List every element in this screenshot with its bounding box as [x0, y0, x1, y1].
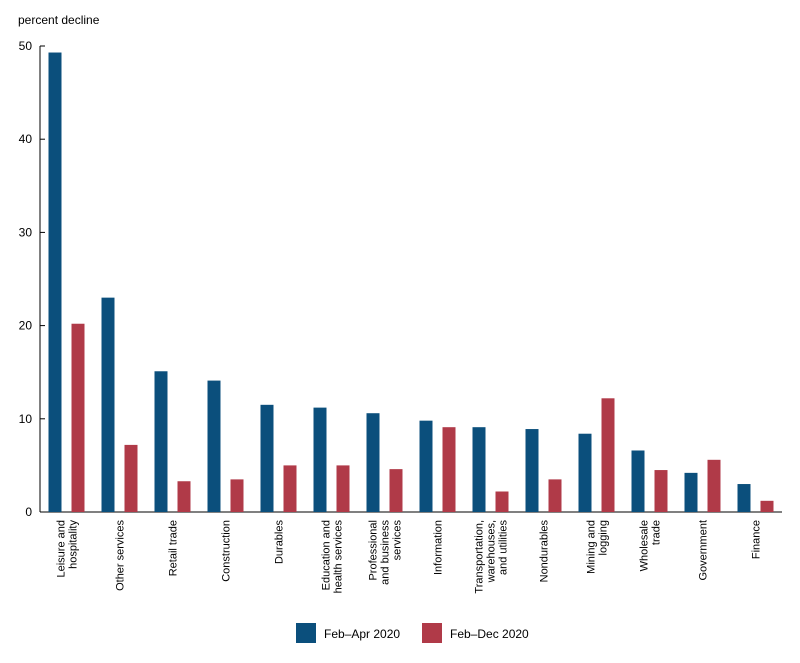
bar-series1-cat10	[525, 429, 539, 512]
x-category-label-line: Other services	[115, 520, 127, 591]
y-tick-label: 10	[19, 412, 33, 426]
x-category-label-line: and utilities	[498, 520, 510, 576]
y-tick-label: 40	[19, 132, 33, 146]
bar-series1-cat7	[366, 413, 380, 512]
x-category-label-line: trade	[651, 520, 663, 545]
bar-series2-cat14	[760, 500, 774, 512]
bar-series2-cat3	[177, 481, 191, 512]
x-category-label: Retail trade	[168, 520, 180, 576]
x-category-label: Leisure and hospitality	[56, 520, 80, 578]
legend: Feb–Apr 2020 Feb–Dec 2020	[296, 623, 529, 643]
x-category-label-line: Nondurables	[539, 520, 551, 583]
bar-series1-cat1	[48, 52, 62, 513]
x-category-label-line: services	[392, 520, 404, 561]
x-category-label-line: Mining and	[586, 520, 598, 574]
bar-series1-cat9	[472, 427, 486, 512]
bar-series2-cat8	[442, 427, 456, 512]
x-category-label-line: Wholesale	[639, 520, 651, 571]
x-category-label-line: Government	[698, 520, 710, 581]
x-category-label: Education and health services	[321, 520, 345, 594]
x-category-label-line: health services	[333, 520, 345, 594]
x-category-label: Nondurables	[539, 520, 551, 583]
bar-series2-cat4	[230, 479, 244, 512]
legend-label-series2: Feb–Dec 2020	[450, 627, 529, 641]
x-category-label: Wholesale trade	[639, 520, 663, 571]
x-category-label-line: Transportation,	[474, 520, 486, 594]
bar-series1-cat5	[260, 404, 274, 512]
bar-series2-cat10	[548, 479, 562, 512]
legend-swatch-series2	[422, 623, 442, 643]
x-category-label: Construction	[221, 520, 233, 582]
x-category-label-line: Finance	[751, 520, 763, 559]
y-axis-label: percent decline	[18, 13, 100, 27]
x-category-label-line: Construction	[221, 520, 233, 582]
bar-series2-cat13	[707, 459, 721, 512]
bar-series2-cat9	[495, 491, 509, 512]
x-category-label: Durables	[274, 520, 286, 565]
x-category-label-line: logging	[598, 520, 610, 555]
bar-series2-cat12	[654, 470, 668, 512]
x-category-label-line: Durables	[274, 520, 286, 565]
x-category-label: Transportation, warehouses, and utilities	[474, 520, 510, 594]
bars-group	[48, 52, 774, 513]
legend-label-series1: Feb–Apr 2020	[324, 627, 400, 641]
bar-series2-cat5	[283, 465, 297, 512]
bar-series2-cat1	[71, 323, 85, 512]
x-category-label: Government	[698, 520, 710, 581]
y-tick-label: 20	[19, 319, 33, 333]
x-category-label-line: Leisure and	[56, 520, 68, 578]
legend-swatch-series1	[296, 623, 316, 643]
bar-series1-cat11	[578, 433, 592, 512]
bar-series1-cat13	[684, 472, 698, 512]
x-category-label-line: Education and	[321, 520, 333, 590]
bar-series1-cat4	[207, 380, 221, 512]
x-category-label-line: Information	[433, 520, 445, 575]
x-axis-labels: Leisure and hospitality Other services Reta…	[56, 520, 763, 594]
bar-series1-cat14	[737, 484, 751, 512]
x-category-label: Mining and logging	[586, 520, 610, 574]
x-category-label-line: hospitality	[68, 520, 80, 569]
bar-series1-cat3	[154, 371, 168, 512]
x-category-label: Professional and business services	[368, 520, 404, 585]
bar-series1-cat12	[631, 450, 645, 512]
x-category-label: Information	[433, 520, 445, 575]
x-category-label-line: Retail trade	[168, 520, 180, 576]
x-category-label-line: warehouses,	[486, 520, 498, 583]
x-category-label-line: Professional	[368, 520, 380, 581]
x-category-label-line: and business	[380, 520, 392, 585]
bar-series2-cat7	[389, 469, 403, 512]
bar-series2-cat11	[601, 398, 615, 512]
y-tick-label: 50	[19, 39, 33, 53]
y-tick-label: 30	[19, 225, 33, 239]
bar-series2-cat2	[124, 444, 138, 512]
bar-series1-cat6	[313, 407, 327, 512]
bar-series2-cat6	[336, 465, 350, 512]
x-category-label: Other services	[115, 520, 127, 591]
bar-series1-cat2	[101, 297, 115, 512]
x-category-label: Finance	[751, 520, 763, 559]
bar-series1-cat8	[419, 420, 433, 512]
y-tick-label: 0	[25, 505, 32, 519]
